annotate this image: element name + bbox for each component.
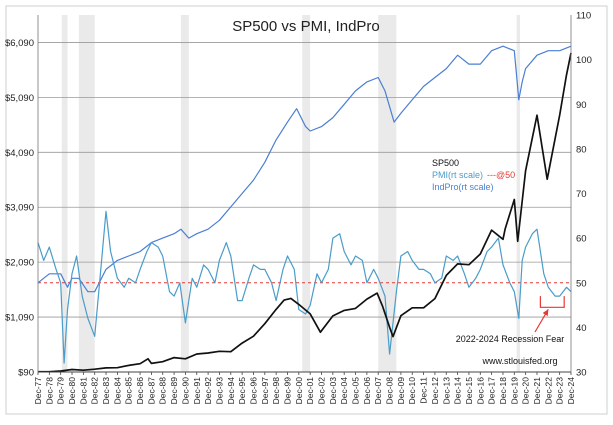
y-right-tick-label: 30 (576, 368, 587, 379)
y-left-tick-label: $90 (18, 368, 34, 379)
y-right-tick-label: 50 (576, 278, 587, 289)
x-tick-label: Dec-98 (271, 377, 281, 405)
x-tick-label: Dec-13 (441, 377, 451, 405)
recession-fear-annotation (534, 296, 565, 333)
series-line-indpro-rt-scale (37, 45, 572, 293)
recession-bands (61, 15, 520, 372)
x-tick-label: Dec-80 (67, 377, 77, 405)
x-tick-label: Dec-17 (487, 377, 497, 405)
y-left-tick-label: $3,090 (5, 203, 34, 214)
recession-band-5 (516, 15, 520, 372)
x-tick-label: Dec-02 (317, 377, 327, 405)
axes: $90 $1,090 $2,090 $3,090 $4,090 $5,090 $6,090 3… (5, 11, 592, 405)
x-tick-label: Dec-08 (385, 377, 395, 405)
y-left-tick-label: $6,090 (5, 38, 34, 49)
y-left-tick-label: $5,090 (5, 93, 34, 104)
y-right-tick-label: 90 (576, 100, 587, 111)
x-tick-label: Dec-87 (146, 377, 156, 405)
x-tick-label: Dec-89 (169, 377, 179, 405)
y-right-tick-label: 40 (576, 323, 587, 334)
x-tick-label: Dec-79 (56, 377, 66, 405)
x-tick-label: Dec-94 (226, 377, 236, 405)
x-tick-label: Dec-11 (419, 377, 429, 404)
legend-sp500: SP500 (432, 158, 459, 168)
x-tick-label: Dec-93 (214, 377, 224, 405)
x-tick-label: Dec-05 (351, 377, 361, 405)
x-tick-label: Dec-06 (362, 377, 372, 405)
recession-band-1 (78, 15, 95, 372)
x-tick-label: Dec-84 (112, 377, 122, 405)
x-tick-label: Dec-10 (407, 377, 417, 405)
x-tick-label: Dec-22 (543, 377, 553, 405)
x-tick-label: Dec-97 (260, 377, 270, 405)
x-tick-label: Dec-19 (509, 377, 519, 405)
legend-pmi-reference: ---@50 (487, 170, 515, 180)
x-tick-label: Dec-24 (566, 377, 576, 405)
x-tick-label: Dec-90 (180, 377, 190, 405)
series-line-sp500 (38, 52, 572, 373)
y-left-tick-label: $1,090 (5, 313, 34, 324)
legend-indpro: IndPro(rt scale) (432, 182, 494, 192)
y-left-tick-label: $4,090 (5, 148, 34, 159)
x-tick-label: Dec-21 (532, 377, 542, 405)
y-right-tick-label: 60 (576, 234, 587, 245)
y-right-tick-label: 80 (576, 144, 587, 155)
x-tick-label: Dec-12 (430, 377, 440, 405)
x-tick-label: Dec-20 (521, 377, 531, 405)
x-tick-label: Dec-77 (33, 377, 43, 405)
recession-band-3 (302, 15, 311, 372)
x-tick-label: Dec-07 (373, 377, 383, 405)
x-tick-label: Dec-16 (475, 377, 485, 405)
x-tick-label: Dec-03 (328, 377, 338, 405)
chart-frame (5, 5, 608, 415)
y-right-tick-label: 100 (576, 55, 592, 66)
gridlines (38, 42, 571, 318)
y-left-tick-label: $2,090 (5, 258, 34, 269)
legend: SP500 PMI(rt scale) ---@50 IndPro(rt scal… (432, 158, 515, 192)
x-tick-label: Dec-18 (498, 377, 508, 405)
x-tick-label: Dec-09 (396, 377, 406, 405)
x-tick-label: Dec-15 (464, 377, 474, 405)
recession-band-0 (61, 15, 68, 372)
legend-pmi-row: PMI(rt scale) ---@50 (432, 170, 515, 180)
x-tick-label: Dec-92 (203, 377, 213, 405)
chart-title: SP500 vs PMI, IndPro (232, 18, 380, 35)
annotation-recession-fear: 2022-2024 Recession Fear (456, 334, 565, 344)
x-tick-label: Dec-14 (453, 377, 463, 405)
x-tick-label: Dec-81 (78, 377, 88, 405)
x-tick-label: Dec-85 (124, 377, 134, 405)
x-tick-label: Dec-00 (294, 377, 304, 405)
series-layer (37, 45, 572, 373)
recession-fear-arrowhead (542, 309, 549, 316)
y-right-tick-label: 110 (576, 11, 591, 22)
series-line-pmi-rt-scale (37, 210, 572, 364)
x-tick-label: Dec-83 (101, 377, 111, 405)
x-tick-label: Dec-88 (158, 377, 168, 405)
x-tick-label: Dec-96 (248, 377, 258, 405)
x-tick-label: Dec-82 (90, 377, 100, 405)
annotation-source: www.stlouisfed.org (481, 356, 557, 366)
legend-pmi: PMI(rt scale) (432, 170, 483, 180)
x-tick-label: Dec-01 (305, 377, 315, 405)
x-tick-label: Dec-95 (237, 377, 247, 405)
recession-fear-bracket (539, 296, 565, 308)
recession-band-2 (180, 15, 189, 372)
x-tick-label: Dec-91 (192, 377, 202, 405)
y-right-tick-label: 70 (576, 189, 587, 200)
x-tick-label: Dec-86 (135, 377, 145, 405)
x-tick-label: Dec-23 (555, 377, 565, 405)
x-tick-label: Dec-78 (44, 377, 54, 405)
x-tick-label: Dec-99 (282, 377, 292, 405)
x-tick-label: Dec-04 (339, 377, 349, 405)
